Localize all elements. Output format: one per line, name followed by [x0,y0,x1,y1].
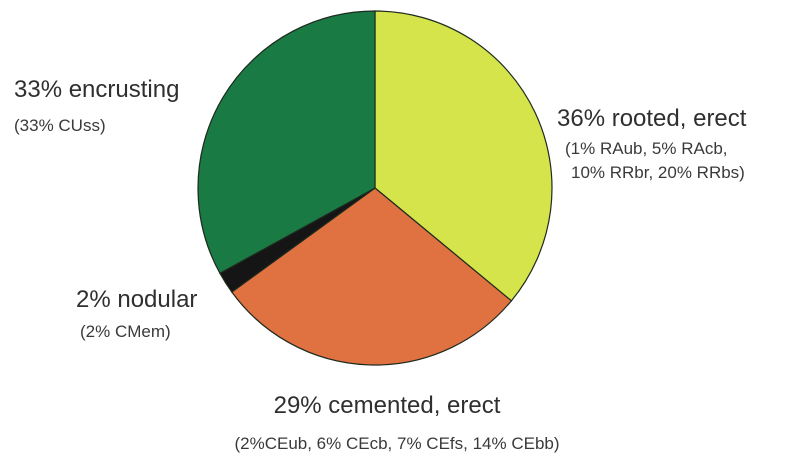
label-encrusting: 33% encrusting (33% CUss) [14,76,179,138]
slice-detail-rooted-line1: (1% RAub, 5% RAcb, [565,139,728,158]
pie-slice-rooted [374,10,553,302]
label-nodular: 2% nodular (2% CMem) [76,286,197,344]
label-rooted: 36% rooted, erect (1% RAub, 5% RAcb, 10%… [557,105,746,185]
slice-label-encrusting: 33% encrusting [14,76,180,103]
pie-slice-cemented [230,187,513,366]
pie-slices [197,10,553,366]
slice-detail-cemented: (2%CEub, 6% CEcb, 7% CEfs, 14% CEbb) [234,434,560,453]
slice-detail-nodular: (2% CMem) [80,322,171,341]
slice-label-nodular: 2% nodular [76,286,198,313]
label-cemented: 29% cemented, erect (2%CEub, 6% CEcb, 7%… [0,392,794,456]
pie-slice-encrusting [197,10,376,275]
slice-label-rooted: 36% rooted, erect [557,105,747,132]
slice-label-cemented: 29% cemented, erect [273,392,501,419]
slice-detail-rooted-line2: 10% RRbr, 20% RRbs) [571,163,745,182]
slice-detail-encrusting: (33% CUss) [14,116,106,135]
